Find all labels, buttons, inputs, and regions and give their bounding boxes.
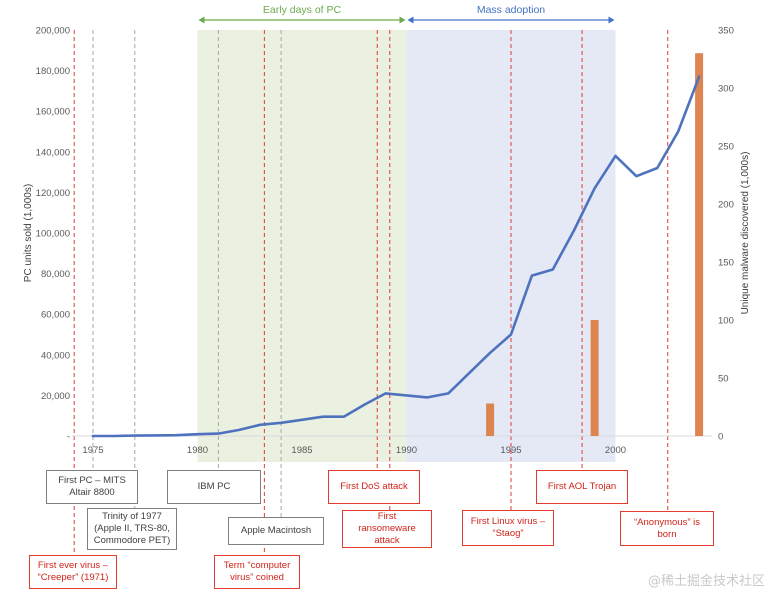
y-left-tick-label: 20,000 [41, 391, 70, 402]
era-band [197, 30, 407, 462]
x-tick-label: 1990 [396, 445, 417, 456]
y-left-tick-label: 80,000 [41, 269, 70, 280]
y-left-tick-label: - [67, 432, 70, 443]
event-annotation: IBM PC [167, 470, 261, 504]
watermark: @稀土掘金技术社区 [647, 574, 765, 589]
y-left-tick-label: 200,000 [36, 26, 70, 37]
y-left-tick-label: 100,000 [36, 229, 70, 240]
y-right-tick-label: 300 [718, 84, 734, 95]
x-tick-label: 1980 [187, 445, 208, 456]
event-annotation: First PC – MITS Altair 8800 [46, 470, 138, 504]
y-left-tick-label: 180,000 [36, 66, 70, 77]
y-left-axis-title: PC units sold (1,000s) [23, 184, 34, 282]
event-annotation: Trinity of 1977 (Apple II, TRS-80, Commo… [87, 508, 177, 550]
x-tick-label: 1995 [500, 445, 521, 456]
y-right-tick-label: 350 [718, 26, 734, 37]
malware-bar [695, 53, 704, 436]
x-tick-label: 1975 [82, 445, 103, 456]
y-left-tick-label: 60,000 [41, 310, 70, 321]
y-left-tick-label: 40,000 [41, 350, 70, 361]
event-lines [73, 30, 669, 558]
y-left-tick-label: 120,000 [36, 188, 70, 199]
pc-units-series [91, 75, 701, 438]
y-left-tick-label: 160,000 [36, 107, 70, 118]
y-right-tick-label: 50 [718, 374, 729, 385]
event-annotation: First ransomeware attack [342, 510, 432, 548]
event-annotation: First ever virus – “Creeper” (1971) [29, 555, 117, 589]
event-annotation: “Anonymous” is born [620, 511, 714, 546]
y-right-axis-title: Unique malware discovered (1,000s) [740, 152, 751, 315]
event-annotation: First DoS attack [328, 470, 420, 504]
event-annotation: Term “computer virus” coined [214, 555, 300, 589]
era-arrow-head-left [198, 16, 205, 24]
era-label: Early days of PC [263, 4, 342, 16]
malware-bars [486, 53, 704, 436]
y-right-tick-label: 100 [718, 316, 734, 327]
era-label: Mass adoption [477, 4, 545, 16]
era-arrow-head-right [608, 16, 615, 24]
x-tick-label: 1985 [291, 445, 312, 456]
event-annotation: First Linux virus – “Staog” [462, 510, 554, 546]
era-arrow-head-left [407, 16, 414, 24]
era-arrow-head-right [399, 16, 406, 24]
malware-bar [590, 320, 599, 436]
y-right-tick-label: 0 [718, 432, 723, 443]
y-right-tick-label: 200 [718, 200, 734, 211]
x-tick-label: 2000 [605, 445, 626, 456]
era-arrows: Early days of PC Mass adoption [198, 4, 615, 24]
event-annotation: Apple Macintosh [228, 517, 324, 545]
pc-units-line [91, 75, 701, 438]
y-left-tick-label: 140,000 [36, 147, 70, 158]
y-right-tick-label: 150 [718, 258, 734, 269]
y-right-tick-label: 250 [718, 142, 734, 153]
event-annotation: First AOL Trojan [536, 470, 628, 504]
malware-bar [486, 403, 495, 436]
era-bands [197, 30, 616, 462]
